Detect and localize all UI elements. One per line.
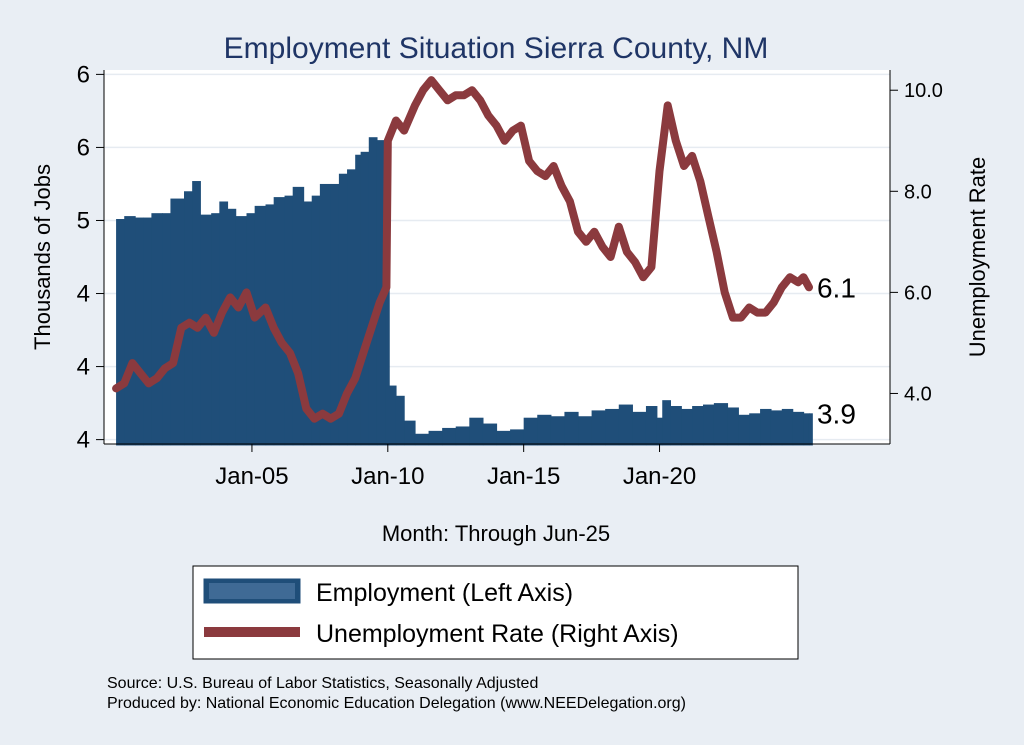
employment-bar — [124, 216, 136, 446]
employment-bar — [414, 433, 430, 446]
x-tick-label: Jan-10 — [351, 463, 424, 490]
employment-bar — [618, 404, 633, 446]
employment-bar — [235, 216, 248, 446]
employment-bar — [482, 423, 498, 446]
employment-bar — [537, 414, 552, 446]
employment-bar — [749, 413, 761, 446]
y-axis-left-label: Thousands of Jobs — [30, 164, 55, 350]
employment-bar — [808, 413, 813, 446]
employment-bar — [550, 416, 566, 446]
employment-bar — [455, 426, 470, 446]
employment-bar — [469, 417, 484, 446]
left-tick-label: 4 — [77, 354, 90, 381]
employment-bar — [273, 197, 286, 446]
employment-bar — [662, 400, 671, 446]
y-axis-right-label: Unemployment Rate — [965, 157, 990, 358]
employment-bar — [292, 186, 305, 446]
employment-bar — [760, 408, 772, 446]
employment-bar — [311, 195, 321, 446]
employment-bar — [116, 219, 125, 446]
employment-bar — [496, 430, 511, 446]
employment-bar — [792, 411, 805, 446]
employment-bar — [338, 173, 348, 446]
employment-bar — [151, 213, 163, 446]
right-axis-ticks: 4.0 6.0 8.0 10.0 — [890, 80, 943, 405]
left-tick-label: 6 — [77, 61, 90, 88]
employment-bar — [143, 217, 153, 446]
employment-bar — [703, 404, 715, 446]
left-tick-label: 5 — [77, 207, 90, 234]
left-tick-label: 6 — [77, 134, 90, 161]
employment-bar — [389, 385, 397, 446]
employment-bar — [713, 403, 729, 446]
employment-bar — [770, 410, 783, 446]
left-tick-label: 4 — [77, 427, 90, 454]
right-tick-label: 4.0 — [904, 383, 932, 405]
x-axis-label: Month: Through Jun-25 — [382, 521, 610, 546]
source-line-1: Source: U.S. Bureau of Labor Statistics,… — [107, 675, 538, 692]
employment-bar — [227, 208, 237, 446]
employment-bar — [192, 181, 201, 446]
employment-bar — [135, 217, 144, 446]
employment-bar — [184, 191, 193, 446]
unemployment-end-label: 6.1 — [817, 272, 856, 303]
employment-bar — [219, 201, 229, 446]
employment-bar — [727, 407, 739, 446]
left-axis-ticks: 4 4 4 5 6 6 — [77, 61, 104, 454]
employment-bar — [670, 406, 682, 446]
employment-bar — [254, 205, 267, 446]
employment-bar — [246, 213, 256, 446]
x-tick-label: Jan-20 — [623, 463, 696, 490]
right-tick-label: 8.0 — [904, 181, 932, 203]
employment-bar — [656, 417, 663, 446]
employment-bar — [523, 417, 538, 446]
right-tick-label: 10.0 — [904, 80, 943, 102]
employment-bar — [319, 183, 332, 446]
employment-bar — [330, 183, 340, 446]
unemployment-line — [112, 76, 813, 423]
employment-bar — [170, 198, 185, 446]
employment-bar — [681, 408, 693, 446]
legend-label-unemployment: Unemployment Rate (Right Axis) — [316, 620, 679, 648]
employment-bar — [303, 201, 313, 446]
employment-bar — [395, 395, 405, 446]
employment-bar — [200, 214, 212, 446]
employment-bar — [564, 411, 579, 446]
source-line-2: Produced by: National Economic Education… — [107, 695, 686, 712]
employment-bar — [781, 408, 794, 446]
employment-bar — [284, 195, 294, 446]
employment-bar — [162, 213, 172, 446]
employment-bar — [803, 413, 810, 446]
employment-bar — [692, 406, 704, 446]
employment-bar — [428, 430, 443, 446]
employment-bar — [404, 420, 416, 446]
employment-bar — [632, 411, 647, 446]
employment-bar — [738, 414, 750, 446]
legend-label-employment: Employment (Left Axis) — [316, 579, 573, 607]
chart-title: Employment Situation Sierra County, NM — [224, 32, 769, 65]
left-tick-label: 4 — [77, 281, 90, 308]
employment-bar — [578, 416, 593, 446]
employment-bar — [605, 408, 620, 446]
employment-bar — [347, 169, 356, 446]
employment-bar — [360, 151, 370, 446]
legend-swatch-unemployment — [204, 627, 300, 637]
x-tick-label: Jan-05 — [215, 463, 288, 490]
right-tick-label: 6.0 — [904, 282, 932, 304]
x-axis-ticks: Jan-05 Jan-10 Jan-15 Jan-20 — [215, 444, 696, 490]
employment-bar — [510, 429, 525, 446]
legend-swatch-employment-inner — [209, 583, 295, 599]
employment-bar — [645, 406, 658, 446]
employment-bar — [442, 427, 457, 446]
legend: Employment (Left Axis) Unemployment Rate… — [192, 565, 799, 660]
employment-bar — [355, 154, 362, 446]
employment-end-label: 3.9 — [817, 398, 856, 429]
employment-bar — [591, 410, 606, 446]
x-tick-label: Jan-15 — [487, 463, 560, 490]
employment-bar — [368, 137, 378, 446]
